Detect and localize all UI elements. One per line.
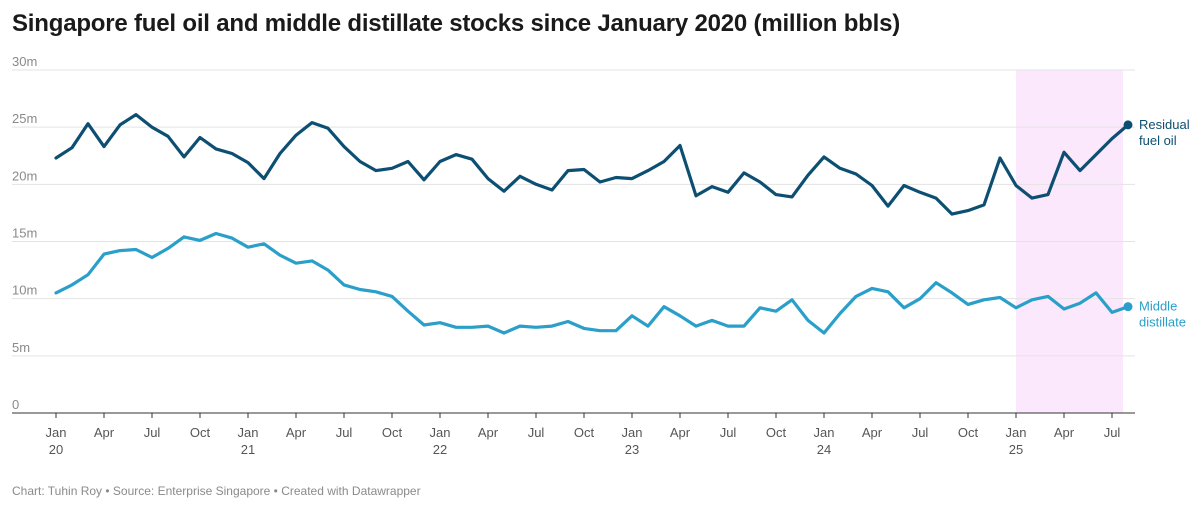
y-tick-label: 5m xyxy=(12,340,30,355)
x-tick-label: Jul xyxy=(336,425,353,440)
x-tick-year-label: 24 xyxy=(817,442,831,457)
series-label-line: Middle xyxy=(1139,299,1177,314)
x-tick-label: Jul xyxy=(720,425,737,440)
series-label-line: distillate xyxy=(1139,315,1186,330)
line-chart: 0 5m 10m 15m 20m 25m 30m Jan 20 Apr Jul Oct Jan 21 Apr… xyxy=(12,54,1190,457)
x-tick-label: Apr xyxy=(1054,425,1075,440)
label-layer: Residual fuel oil Middle distillate xyxy=(1139,117,1190,330)
x-tick-label: Oct xyxy=(190,425,211,440)
x-tick-label: Jan xyxy=(430,425,451,440)
series-label-line: Residual xyxy=(1139,117,1190,132)
y-tick-label: 0 xyxy=(12,397,19,412)
x-tick-label: Jan xyxy=(622,425,643,440)
x-tick-year-label: 23 xyxy=(625,442,639,457)
series-line-0 xyxy=(54,112,1130,216)
x-tick-label: Apr xyxy=(286,425,307,440)
x-tick-year-label: 20 xyxy=(49,442,63,457)
x-tick-label: Apr xyxy=(670,425,691,440)
x-tick-label: Oct xyxy=(574,425,595,440)
x-tick-label: Jan xyxy=(1006,425,1027,440)
x-tick-label: Apr xyxy=(862,425,883,440)
y-tick-label: 10m xyxy=(12,283,37,298)
chart-area: 0 5m 10m 15m 20m 25m 30m Jan 20 Apr Jul Oct Jan 21 Apr… xyxy=(0,48,1200,468)
series-end-point-1 xyxy=(1123,302,1133,312)
x-tick-label: Jul xyxy=(912,425,929,440)
x-tick-label: Jul xyxy=(1104,425,1121,440)
y-tick-label: 15m xyxy=(12,226,37,241)
x-tick-label: Apr xyxy=(478,425,499,440)
y-tick-label: 30m xyxy=(12,54,37,69)
chart-title: Singapore fuel oil and middle distillate… xyxy=(12,10,901,37)
x-tick-label: Jul xyxy=(528,425,545,440)
series-layer xyxy=(54,112,1133,335)
x-tick-label: Jul xyxy=(144,425,161,440)
x-tick-label: Oct xyxy=(958,425,979,440)
series-label-line: fuel oil xyxy=(1139,133,1177,148)
x-tick-label: Oct xyxy=(766,425,787,440)
series-line-1 xyxy=(54,231,1130,335)
x-tick-label: Jan xyxy=(46,425,67,440)
series-label-0: Residual fuel oil xyxy=(1139,117,1190,148)
y-tick-label: 20m xyxy=(12,168,37,183)
chart-footer: Chart: Tuhin Roy • Source: Enterprise Si… xyxy=(12,484,421,498)
axis-layer: 0 5m 10m 15m 20m 25m 30m Jan 20 Apr Jul Oct Jan 21 Apr… xyxy=(12,54,1135,457)
x-tick-year-label: 21 xyxy=(241,442,255,457)
x-tick-label: Jan xyxy=(814,425,835,440)
x-tick-year-label: 25 xyxy=(1009,442,1023,457)
series-label-1: Middle distillate xyxy=(1139,299,1186,330)
y-tick-label: 25m xyxy=(12,111,37,126)
x-tick-year-label: 22 xyxy=(433,442,447,457)
x-tick-label: Oct xyxy=(382,425,403,440)
series-end-point-0 xyxy=(1123,120,1133,130)
grid-layer xyxy=(12,69,1135,357)
x-tick-label: Jan xyxy=(238,425,259,440)
x-tick-label: Apr xyxy=(94,425,115,440)
